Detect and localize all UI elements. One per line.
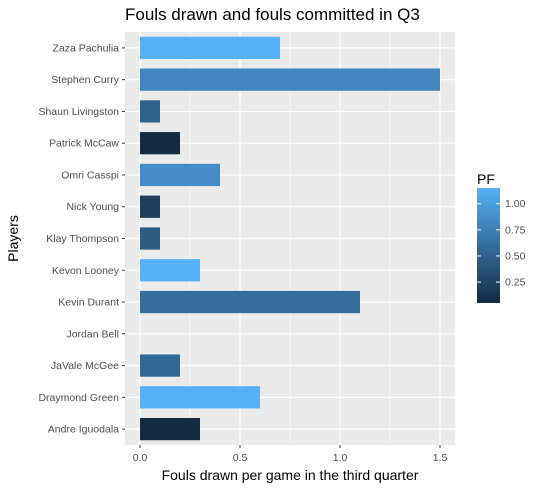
bar — [140, 164, 220, 186]
y-tick-label: Zaza Pachulia — [52, 42, 119, 54]
y-tick-label: JaVale McGee — [51, 360, 119, 372]
bar — [140, 418, 200, 440]
chart-title: Fouls drawn and fouls committed in Q3 — [125, 5, 420, 24]
y-tick-label: Draymond Green — [38, 392, 119, 404]
y-tick-label: Klay Thompson — [46, 233, 119, 245]
bar — [140, 100, 160, 122]
y-tick-label: Jordan Bell — [66, 328, 119, 340]
bar — [140, 386, 260, 408]
legend-label: 0.25 — [505, 277, 526, 289]
y-tick-label: Omri Casspi — [61, 169, 119, 181]
bar — [140, 196, 160, 218]
y-axis: Zaza Pachulia Stephen Curry Shaun Livingst… — [38, 42, 125, 435]
x-axis-title: Fouls drawn per game in the third quarte… — [162, 467, 419, 483]
legend-colorbar — [477, 188, 500, 303]
x-tick-label: 1.5 — [433, 452, 448, 464]
legend-label: 0.75 — [505, 224, 526, 236]
y-tick-label: Shaun Livingston — [38, 106, 119, 118]
bar — [140, 37, 280, 59]
y-tick-label: Patrick McCaw — [49, 138, 119, 150]
bar — [140, 132, 180, 154]
y-tick-label: Nick Young — [66, 201, 119, 213]
y-axis-title: Players — [5, 215, 21, 262]
y-tick-label: Andre Iguodala — [48, 424, 119, 436]
bar — [140, 259, 200, 281]
x-tick-label: 0.5 — [233, 452, 248, 464]
y-tick-label: Kevon Looney — [52, 265, 120, 277]
x-tick-label: 0.0 — [133, 452, 148, 464]
legend-title: PF — [477, 171, 495, 187]
bar — [140, 354, 180, 376]
legend-label: 1.00 — [505, 198, 526, 210]
bar — [140, 291, 360, 313]
legend: PF 1.00 0.75 0.50 0.25 — [477, 171, 526, 303]
x-axis: 0.0 0.5 1.0 1.5 — [133, 445, 448, 464]
y-tick-label: Kevin Durant — [58, 297, 119, 309]
x-tick-label: 1.0 — [333, 452, 348, 464]
bar — [140, 69, 440, 91]
legend-label: 0.50 — [505, 250, 526, 262]
bar — [140, 227, 160, 249]
y-tick-label: Stephen Curry — [51, 74, 119, 86]
